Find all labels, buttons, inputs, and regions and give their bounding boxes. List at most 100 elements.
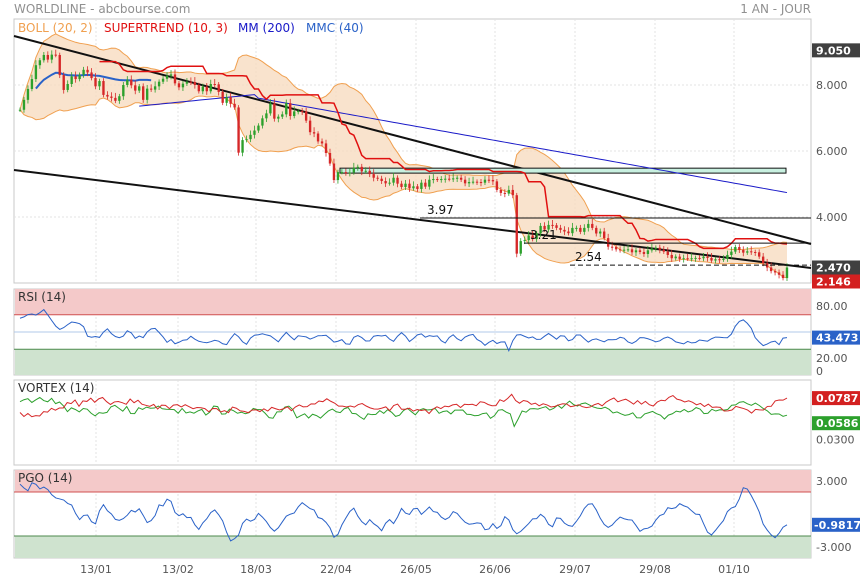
candle-body (70, 76, 73, 85)
candle-body (495, 181, 499, 190)
candle-body (241, 140, 244, 153)
candle-body (654, 247, 658, 249)
candle-body (130, 79, 133, 86)
candle-body (440, 179, 443, 181)
candle-body (698, 257, 701, 259)
candle-body (114, 97, 117, 101)
candle-body (531, 235, 534, 240)
candle-body (618, 249, 622, 251)
period-label: 1 AN - JOUR (740, 2, 811, 16)
candle-body (169, 74, 173, 76)
candle-body (26, 88, 30, 100)
candle-body (547, 224, 550, 230)
candle-body (591, 223, 594, 228)
candle-body (74, 76, 77, 80)
candle-body (269, 103, 272, 114)
candle-body (98, 81, 101, 87)
candle-body (134, 85, 137, 91)
x-tick-label: 29/07 (559, 563, 591, 576)
y-tick-label: -3.000 (816, 541, 851, 554)
candle-body (412, 186, 415, 189)
candle-body (177, 83, 181, 88)
price-badge (812, 274, 860, 289)
candle-body (463, 179, 467, 184)
x-tick-label: 18/03 (240, 563, 272, 576)
candle-body (587, 223, 590, 228)
candle-body (261, 118, 264, 126)
candle-body (455, 177, 459, 179)
candle-body (523, 240, 526, 242)
candle-body (173, 74, 177, 84)
candle-body (185, 81, 189, 84)
candle-body (674, 256, 677, 259)
candle-body (62, 75, 65, 90)
candle-body (710, 257, 713, 261)
candle-body (328, 152, 332, 164)
candle-body (511, 189, 514, 196)
oversold-zone (15, 536, 811, 558)
candle-body (408, 183, 411, 189)
candle-body (626, 249, 630, 251)
candle-body (583, 227, 586, 232)
candle-body (205, 86, 208, 92)
candle-body (122, 85, 125, 97)
candle-body (213, 84, 216, 86)
bollinger-band-fill (20, 33, 787, 278)
candle-body (658, 247, 662, 250)
candle-body (142, 86, 145, 100)
candle-body (300, 111, 304, 113)
candle-body (149, 88, 153, 90)
candle-body (432, 179, 435, 181)
candle-body (340, 172, 344, 174)
candle-body (714, 259, 717, 261)
candle-body (384, 181, 387, 184)
candle-body (78, 74, 81, 80)
candle-body (459, 177, 463, 180)
candle-body (634, 250, 638, 253)
candle-body (761, 256, 765, 264)
candle-body (757, 252, 761, 257)
candle-body (54, 54, 57, 56)
candle-body (233, 103, 236, 108)
candle-body (86, 69, 89, 73)
candle-body (165, 75, 169, 79)
candle-body (285, 103, 288, 115)
candle-body (451, 178, 455, 180)
candle-body (297, 111, 300, 113)
candle-body (277, 116, 280, 119)
candle-body (491, 180, 495, 182)
candle-body (563, 229, 566, 232)
legend-entry: MMC (40) (306, 21, 364, 35)
candle-body (281, 114, 284, 117)
candle-body (595, 227, 598, 234)
candle-body (50, 54, 53, 60)
price-badge-label: 2.146 (816, 275, 851, 288)
overbought-zone (15, 470, 811, 492)
candle-body (324, 143, 328, 153)
annotation-level-label: 3.21 (530, 228, 557, 242)
candle-body (157, 81, 161, 87)
price-badge (812, 260, 860, 275)
trend-channel-upper (13, 35, 812, 245)
candle-body (118, 96, 121, 101)
candle-body (606, 238, 610, 247)
bollinger-upper-line (19, 33, 788, 251)
candle-body (308, 120, 312, 133)
legend-entry: MM (200) (238, 21, 295, 35)
vortex-last-label: 0.0787 (816, 392, 858, 405)
candle-body (527, 235, 530, 241)
candle-body (694, 257, 697, 259)
candle-body (38, 60, 42, 66)
candle-body (161, 78, 165, 82)
candle-body (650, 248, 654, 251)
candle-body (249, 134, 252, 140)
bollinger-lower-line (19, 95, 788, 279)
candle-body (690, 258, 693, 260)
candle-body (579, 227, 582, 232)
rsi-last-label: 43.473 (816, 332, 858, 345)
instrument-title: WORLDLINE - abcbourse.com (14, 2, 190, 16)
candle-body (336, 172, 340, 181)
vortex-last-badge (812, 416, 860, 431)
indicator-title: PGO (14) (18, 471, 72, 485)
candle-body (420, 182, 423, 189)
